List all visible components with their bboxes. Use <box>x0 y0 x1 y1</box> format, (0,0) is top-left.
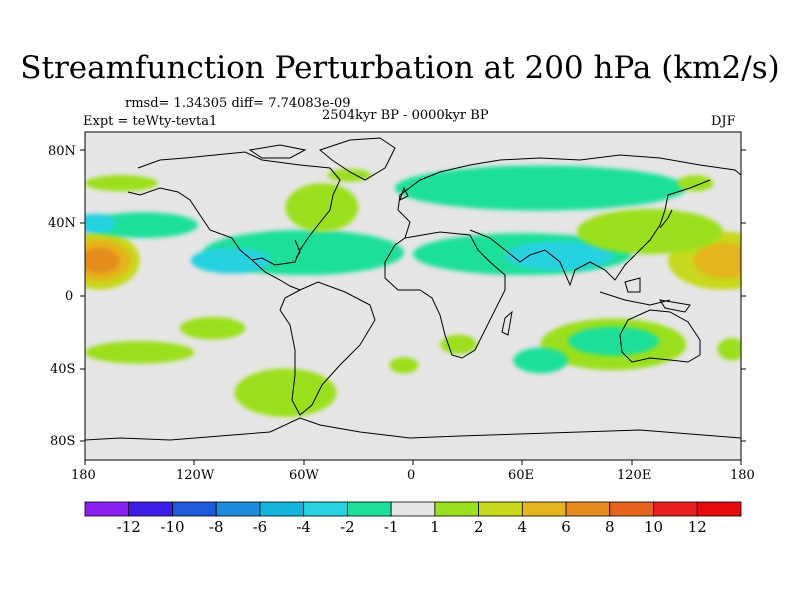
x-tick-label: 0 <box>407 468 416 483</box>
colorbar-label: -4 <box>296 518 311 536</box>
y-tick-label: 40S <box>50 362 76 377</box>
field-contour <box>285 183 359 232</box>
field-contour <box>85 175 158 192</box>
x-tick-label: 180 <box>71 468 96 483</box>
coastline-new-guinea <box>658 299 691 313</box>
colorbar-label: -2 <box>340 518 355 536</box>
field-contour <box>693 242 741 279</box>
coastline-north-america <box>127 151 341 266</box>
colorbar-swatch <box>172 501 217 517</box>
coastline-japan <box>659 209 673 229</box>
colorbar-label: -8 <box>208 518 224 536</box>
colorbar-label: -1 <box>383 518 399 536</box>
colorbar-label: 8 <box>605 518 615 536</box>
colorbar-swatch <box>259 501 305 517</box>
colorbar-swatch <box>128 501 173 517</box>
field-contour <box>190 247 271 274</box>
field-contour <box>577 209 723 255</box>
colorbar-label: 1 <box>430 518 440 536</box>
colorbar-swatch <box>696 501 742 517</box>
colorbar-swatch <box>565 501 611 517</box>
plot-title: Streamfunction Perturbation at 200 hPa (… <box>20 50 780 86</box>
field-contour <box>85 213 116 234</box>
colorbar-label: -12 <box>116 518 141 536</box>
rmsd-stats: rmsd= 1.34305 diff= 7.74083e-09 <box>125 96 351 111</box>
colorbar-label: -10 <box>160 518 185 536</box>
colorbar-label: 10 <box>643 518 664 536</box>
field-contour <box>504 241 614 271</box>
colorbar-swatch <box>84 501 130 517</box>
colorbar-swatch <box>478 501 523 517</box>
colorbar-swatch <box>434 501 480 517</box>
coastline-greenland <box>318 137 396 181</box>
field-contour <box>389 357 419 374</box>
period-label: 2504kyr BP - 0000kyr BP <box>322 108 489 123</box>
streamfunction-field <box>85 165 741 417</box>
field-contour <box>394 165 687 211</box>
x-tick-label: 120E <box>617 468 652 483</box>
x-tick-label: 60W <box>289 468 319 483</box>
colorbar-swatch <box>609 501 654 517</box>
field-contour <box>85 341 195 364</box>
colorbar-swatch <box>346 501 392 517</box>
coastline-borneo <box>624 277 641 293</box>
colorbar-swatch <box>215 501 261 517</box>
colorbar <box>84 501 742 517</box>
field-contour <box>513 347 568 374</box>
colorbar-swatch <box>521 501 567 517</box>
experiment-label: Expt = teWty-tevta1 <box>83 114 218 129</box>
field-contour <box>179 316 246 340</box>
x-tick-label: 180 <box>730 468 755 483</box>
field-contour <box>88 212 198 238</box>
coastline-eurasia <box>397 154 741 239</box>
field-contour <box>85 247 120 274</box>
field-contour <box>717 337 741 361</box>
colorbar-label: 12 <box>687 518 707 536</box>
field-contour <box>567 326 659 356</box>
colorbar-swatch <box>390 501 436 517</box>
field-contour <box>234 368 337 417</box>
coastline-south-asia <box>469 179 711 287</box>
colorbar-label: 4 <box>517 518 528 536</box>
y-tick-label: 40N <box>48 216 76 231</box>
field-contour <box>677 175 714 192</box>
colorbar-swatch <box>303 501 348 517</box>
x-tick-label: 60E <box>508 468 535 483</box>
coastline-florida <box>294 239 301 259</box>
y-tick-label: 80N <box>48 144 76 159</box>
coastlines <box>85 137 758 441</box>
colorbar-label: 6 <box>561 518 571 536</box>
coastline-central-america <box>251 259 301 291</box>
coastline-new-zealand <box>745 355 758 375</box>
season-label: DJF <box>711 114 736 129</box>
x-ticks <box>84 460 742 465</box>
colorbar-label: 2 <box>473 518 484 536</box>
coastline-arctic-islands <box>248 144 307 159</box>
coastline-british-isles <box>399 186 409 201</box>
coastline-australia <box>619 309 701 363</box>
coastline-africa <box>384 231 506 359</box>
y-tick-label: 0 <box>65 289 74 304</box>
colorbar-swatch <box>653 501 698 517</box>
colorbar-label: -6 <box>252 518 268 536</box>
x-tick-label: 120W <box>176 468 215 483</box>
y-ticks <box>80 149 746 442</box>
coastline-indonesia <box>599 291 671 306</box>
coastline-madagascar <box>501 310 513 336</box>
coastline-antarctica <box>85 417 741 441</box>
coastline-south-america <box>279 281 376 416</box>
y-tick-label: 80S <box>50 434 76 449</box>
